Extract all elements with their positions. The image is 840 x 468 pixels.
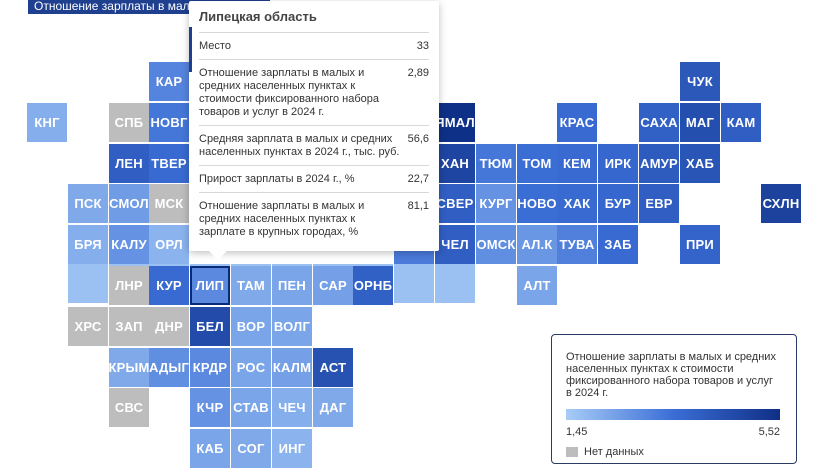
tooltip-row-salary: Средняя зарплата в малых и средних насел… (199, 125, 429, 165)
region-tile[interactable]: РОС (231, 348, 271, 387)
region-tile[interactable]: БУР (598, 184, 638, 223)
region-tile[interactable]: ВОЛГ (272, 307, 312, 346)
region-tile[interactable]: СХЛН (761, 184, 801, 223)
region-tile[interactable]: АЛТ (517, 266, 557, 305)
region-tile[interactable]: КУР (149, 266, 189, 305)
region-tile[interactable]: МСК (149, 184, 189, 223)
tooltip-row-rank: Место 33 (199, 32, 429, 59)
region-tile[interactable]: МАГ (680, 103, 720, 142)
tooltip-pointer (209, 251, 227, 260)
legend-na-item: Нет данных (566, 446, 782, 458)
region-tile[interactable]: КУРГ (476, 184, 516, 223)
region-tile[interactable]: СМОЛ (109, 184, 149, 223)
region-tile[interactable]: ТУВА (557, 225, 597, 264)
tooltip-row-ratio: Отношение зарплаты в малых и средних нас… (199, 59, 429, 125)
region-tile[interactable]: ЕВР (639, 184, 679, 223)
legend-min-label: 1,45 (566, 426, 588, 438)
legend-max-label: 5,52 (758, 426, 780, 438)
region-tile[interactable]: СОГ (231, 429, 271, 468)
region-tile[interactable]: ЯМАЛ (435, 103, 475, 142)
tooltip-label: Прирост зарплаты в 2024 г., % (199, 173, 355, 185)
region-tile[interactable]: КЕМ (557, 144, 597, 183)
region-tile[interactable]: СВС (109, 388, 149, 427)
region-tile[interactable]: ХРС (68, 307, 108, 346)
legend-ticks: 1,45 5,52 (566, 426, 780, 438)
tooltip-row-city-ratio: Отношение зарплаты в малых и средних нас… (199, 192, 429, 245)
region-tile[interactable]: ТЮМ (476, 144, 516, 183)
region-tile[interactable]: ИНГ (272, 429, 312, 468)
region-tile[interactable]: АСТ (313, 348, 353, 387)
region-tile[interactable]: ЛЕН (109, 144, 149, 183)
region-tile[interactable]: ИРК (598, 144, 638, 183)
region-tile[interactable]: ТОМ (517, 144, 557, 183)
region-tile[interactable]: КАР (149, 62, 189, 101)
region-tile[interactable]: ЛНР (109, 266, 149, 305)
region-tile[interactable]: ЗАП (109, 307, 149, 346)
color-legend: Отношение зарплаты в малых и средних нас… (551, 334, 797, 464)
region-tile[interactable]: ВОР (231, 307, 271, 346)
region-tile[interactable]: СВЕР (435, 184, 475, 223)
region-tile[interactable]: НОВО (517, 184, 557, 223)
region-tile[interactable]: АДЫГ (149, 348, 189, 387)
region-tile[interactable]: БРЯ (68, 225, 108, 264)
region-tile[interactable]: ЧЕЧ (272, 388, 312, 427)
tooltip-value: 22,7 (407, 173, 429, 185)
legend-na-swatch (566, 447, 578, 457)
region-tile[interactable]: БЕЛ (190, 307, 230, 346)
region-tile[interactable]: ОРЛ (149, 225, 189, 264)
region-tile[interactable]: ДНР (149, 307, 189, 346)
region-tile[interactable] (394, 264, 434, 303)
region-tile[interactable]: ТВЕР (149, 144, 189, 183)
legend-na-label: Нет данных (584, 446, 644, 458)
region-tile[interactable]: ХАБ (680, 144, 720, 183)
region-tile[interactable]: СПБ (109, 103, 149, 142)
tooltip-title: Липецкая область (199, 9, 317, 24)
tooltip-value: 33 (416, 40, 429, 52)
region-tile[interactable]: ПЕН (272, 266, 312, 305)
region-tile[interactable]: ЗАБ (598, 225, 638, 264)
legend-gradient-bar (566, 409, 780, 420)
tooltip-label: Отношение зарплаты в малых и средних нас… (199, 67, 380, 118)
tooltip-label: Средняя зарплата в малых и средних насел… (199, 133, 400, 158)
region-tile[interactable]: ДАГ (313, 388, 353, 427)
region-tooltip: Липецкая область Место 33 Отношение зарп… (189, 1, 439, 260)
tooltip-value: 2,89 (407, 67, 429, 79)
tooltip-value: 81,1 (407, 200, 429, 212)
region-tile[interactable]: ЧЕЛ (435, 225, 475, 264)
region-tile[interactable]: ХАН (435, 144, 475, 183)
region-tile[interactable]: ОМСК (476, 225, 516, 264)
tooltip-label: Отношение зарплаты в малых и средних нас… (199, 200, 365, 238)
region-tile[interactable]: САХА (639, 103, 679, 142)
region-tile[interactable]: КАЛУ (109, 225, 149, 264)
region-tile[interactable]: КАЛМ (272, 348, 312, 387)
region-tile[interactable]: ПСК (68, 184, 108, 223)
tile-map: КАР ЧУК КНГ СПБ НОВГ ЯМАЛ КРАС САХА МАГ КАМ ЛЕН ТВЕ… (27, 62, 801, 468)
region-tile[interactable]: СТАВ (231, 388, 271, 427)
region-tile[interactable]: КЧР (190, 388, 230, 427)
region-tile[interactable]: САР (313, 266, 353, 305)
region-tile[interactable]: ОРНБ (353, 266, 393, 305)
legend-title: Отношение зарплаты в малых и средних нас… (566, 351, 776, 399)
region-tile[interactable]: ПРИ (680, 225, 720, 264)
region-tile[interactable]: КРДР (190, 348, 230, 387)
region-tile[interactable]: АЛ.К (517, 225, 557, 264)
region-tile[interactable] (435, 264, 475, 303)
region-tile[interactable]: КРАС (557, 103, 597, 142)
region-tile[interactable]: КАБ (190, 429, 230, 468)
tooltip-value: 56,6 (407, 133, 429, 145)
region-tile[interactable]: ЛИП (190, 266, 230, 305)
tooltip-label: Место (199, 40, 231, 52)
region-tile[interactable]: НОВГ (149, 103, 189, 142)
region-tile[interactable]: ХАК (557, 184, 597, 223)
region-tile[interactable]: КАМ (721, 103, 761, 142)
region-tile[interactable]: КНГ (27, 103, 67, 142)
region-tile[interactable]: АМУР (639, 144, 679, 183)
tooltip-row-growth: Прирост зарплаты в 2024 г., % 22,7 (199, 165, 429, 192)
region-tile[interactable] (68, 264, 108, 303)
region-tile[interactable]: ТАМ (231, 266, 271, 305)
region-tile[interactable]: ЧУК (680, 62, 720, 101)
region-tile[interactable]: КРЫМ (109, 348, 149, 387)
